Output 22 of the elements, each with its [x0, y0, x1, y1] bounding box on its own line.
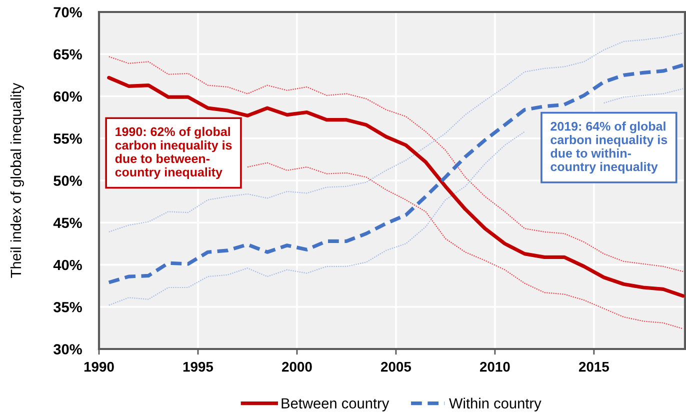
legend-label: Within country [449, 398, 542, 412]
line-series [246, 162, 684, 330]
y-tick-label: 35% [53, 302, 82, 312]
y-tick-label: 55% [54, 134, 82, 144]
x-tick-label: 2010 [480, 362, 510, 372]
y-tick-label: 70% [54, 7, 82, 18]
legend-label: Between country [282, 398, 390, 412]
y-tick-label: 30% [53, 344, 82, 354]
x-tick-label: 1990 [84, 362, 114, 372]
x-tick-label: 1995 [183, 362, 214, 372]
annotation: 1990: 62% of global carbon inequality is due to between- country inequality [115, 126, 232, 180]
y-tick-label: 50% [54, 176, 82, 186]
y-axis-title: Theil index of global inequality [10, 82, 24, 278]
annotation: 2019: 64% of global carbon inequality is due to within- country inequality [550, 122, 668, 174]
x-tick-label: 2005 [380, 362, 412, 372]
x-tick-label: 2015 [578, 362, 609, 372]
line-series [108, 32, 684, 232]
y-tick-label: 65% [54, 49, 82, 60]
y-tick-label: 45% [53, 218, 82, 228]
y-tick-label: 60% [54, 91, 82, 102]
y-tick-label: 40% [53, 260, 82, 270]
x-tick-label: 2000 [282, 362, 312, 372]
